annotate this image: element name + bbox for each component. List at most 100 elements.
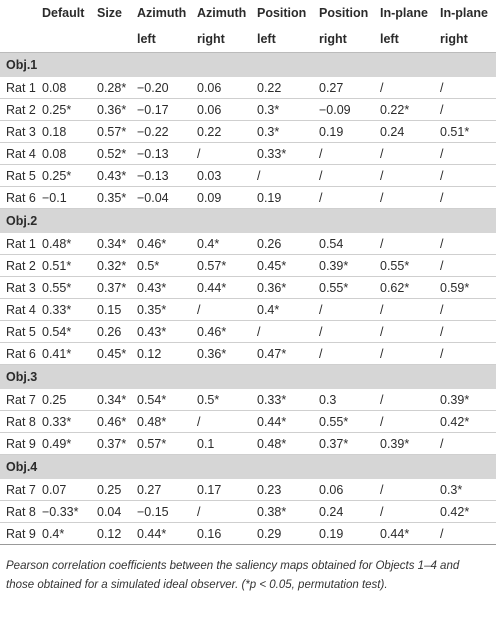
value-cell: 0.25	[95, 479, 135, 501]
data-row: Rat 2 0.25* 0.36* −0.17 0.06 0.3* −0.09 0.22* /	[0, 98, 496, 121]
row-label: Rat 7	[0, 479, 40, 501]
value-cell: /	[438, 142, 496, 165]
data-row: Rat 5 0.54* 0.26 0.43* 0.46* / / / /	[0, 320, 496, 343]
value-cell: 0.06	[195, 98, 255, 121]
row-label: Rat 5	[0, 164, 40, 187]
value-cell: /	[378, 389, 438, 411]
row-label: Rat 8	[0, 500, 40, 523]
row-label: Rat 3	[0, 276, 40, 299]
value-cell: −0.13	[135, 142, 195, 165]
value-cell: /	[255, 320, 317, 343]
value-cell: 0.54	[317, 233, 378, 255]
value-cell: 0.03	[195, 164, 255, 187]
data-row: Rat 8 0.33* 0.46* 0.48*/0.44* 0.55*/0.42*	[0, 410, 496, 433]
value-cell: 0.55*	[378, 254, 438, 277]
value-cell: /	[378, 320, 438, 343]
value-cell: 0.27	[317, 77, 378, 99]
data-row: Rat 9 0.4* 0.12 0.44* 0.16 0.29 0.19 0.44* /	[0, 522, 496, 545]
value-cell: 0.59*	[438, 276, 496, 299]
value-cell: 0.48*	[40, 233, 95, 255]
group-label: Obj.2	[0, 208, 496, 233]
header-cell	[0, 26, 40, 53]
value-cell: 0.57*	[95, 120, 135, 143]
header-cell: right	[317, 26, 378, 53]
correlation-table: Default Size Azimuth Azimuth Position Positio…	[0, 0, 496, 545]
value-cell: 0.3*	[255, 98, 317, 121]
header-cell: Size	[97, 6, 123, 20]
header-cell: Position	[319, 6, 369, 20]
value-cell: /	[378, 77, 438, 99]
value-cell: 0.45*	[255, 254, 317, 277]
value-cell: /	[317, 186, 378, 209]
value-cell: /	[317, 164, 378, 187]
value-cell: 0.25	[40, 389, 95, 411]
value-cell: 0.22*	[378, 98, 438, 121]
value-cell: 0.39*	[317, 254, 378, 277]
value-cell: 0.19	[317, 522, 378, 545]
data-row: Rat 6 0.41* 0.45* 0.12 0.36* 0.47* / / /	[0, 342, 496, 365]
value-cell: /	[438, 522, 496, 545]
row-label: Rat 2	[0, 254, 40, 277]
header-row: Default Size Azimuth Azimuth Position Positio…	[0, 0, 496, 26]
value-cell: /	[438, 233, 496, 255]
header-cell: Position	[257, 6, 307, 20]
row-label: Rat 9	[0, 522, 40, 545]
value-cell: −0.09	[317, 98, 378, 121]
value-cell: 0.46*	[135, 233, 195, 255]
value-cell: 0.52*	[95, 142, 135, 165]
value-cell: /	[378, 342, 438, 365]
value-cell: 0.44*	[255, 410, 317, 433]
row-label: Rat 7	[0, 389, 40, 411]
value-cell: 0.55*	[317, 410, 378, 433]
group-label: Obj.3	[0, 364, 496, 389]
value-cell: 0.27	[135, 479, 195, 501]
value-cell: /	[438, 254, 496, 277]
value-cell: 0.28*	[95, 77, 135, 99]
value-cell: 0.34*	[95, 389, 135, 411]
value-cell: 0.22	[195, 120, 255, 143]
table-header: Default Size Azimuth Azimuth Position Positio…	[0, 0, 496, 53]
value-cell: 0.08	[40, 142, 95, 165]
value-cell: /	[195, 142, 255, 165]
value-cell: 0.48*	[255, 432, 317, 455]
data-row: Rat 9 0.49* 0.37* 0.57* 0.1 0.48* 0.37* 0.39* /	[0, 432, 496, 455]
value-cell: /	[438, 320, 496, 343]
table-caption: Pearson correlation coefficients between…	[6, 560, 460, 591]
value-cell: 0.37*	[95, 432, 135, 455]
data-row: Rat 8 −0.33* 0.04 −0.15/0.38* 0.24/0.42*	[0, 500, 496, 523]
value-cell: 0.15	[95, 298, 135, 321]
value-cell: 0.24	[317, 500, 378, 523]
value-cell: /	[438, 298, 496, 321]
value-cell: 0.36*	[255, 276, 317, 299]
value-cell: /	[255, 164, 317, 187]
value-cell: −0.20	[135, 77, 195, 99]
value-cell: 0.22	[255, 77, 317, 99]
row-label: Rat 4	[0, 142, 40, 165]
value-cell: /	[438, 164, 496, 187]
header-row: left right left right left right	[0, 26, 496, 53]
row-label: Rat 8	[0, 410, 40, 433]
value-cell: 0.54*	[40, 320, 95, 343]
value-cell: 0.04	[95, 500, 135, 523]
value-cell: 0.45*	[95, 342, 135, 365]
value-cell: −0.15	[135, 500, 195, 523]
row-label: Rat 5	[0, 320, 40, 343]
value-cell: 0.55*	[317, 276, 378, 299]
value-cell: 0.12	[95, 522, 135, 545]
header-cell	[40, 26, 95, 53]
header-cell: left	[378, 26, 438, 53]
data-row: Rat 1 0.08 0.28* −0.20 0.06 0.22 0.27//	[0, 77, 496, 99]
group-row: Obj.2	[0, 208, 496, 233]
value-cell: 0.35*	[95, 186, 135, 209]
value-cell: 0.43*	[95, 164, 135, 187]
value-cell: −0.22	[135, 120, 195, 143]
value-cell: 0.08	[40, 77, 95, 99]
header-cell	[0, 0, 40, 26]
value-cell: /	[378, 500, 438, 523]
data-row: Rat 3 0.55* 0.37* 0.43* 0.44* 0.36* 0.55* 0.62*…	[0, 276, 496, 299]
value-cell: /	[378, 142, 438, 165]
row-label: Rat 4	[0, 298, 40, 321]
value-cell: 0.55*	[40, 276, 95, 299]
value-cell: 0.42*	[438, 500, 496, 523]
